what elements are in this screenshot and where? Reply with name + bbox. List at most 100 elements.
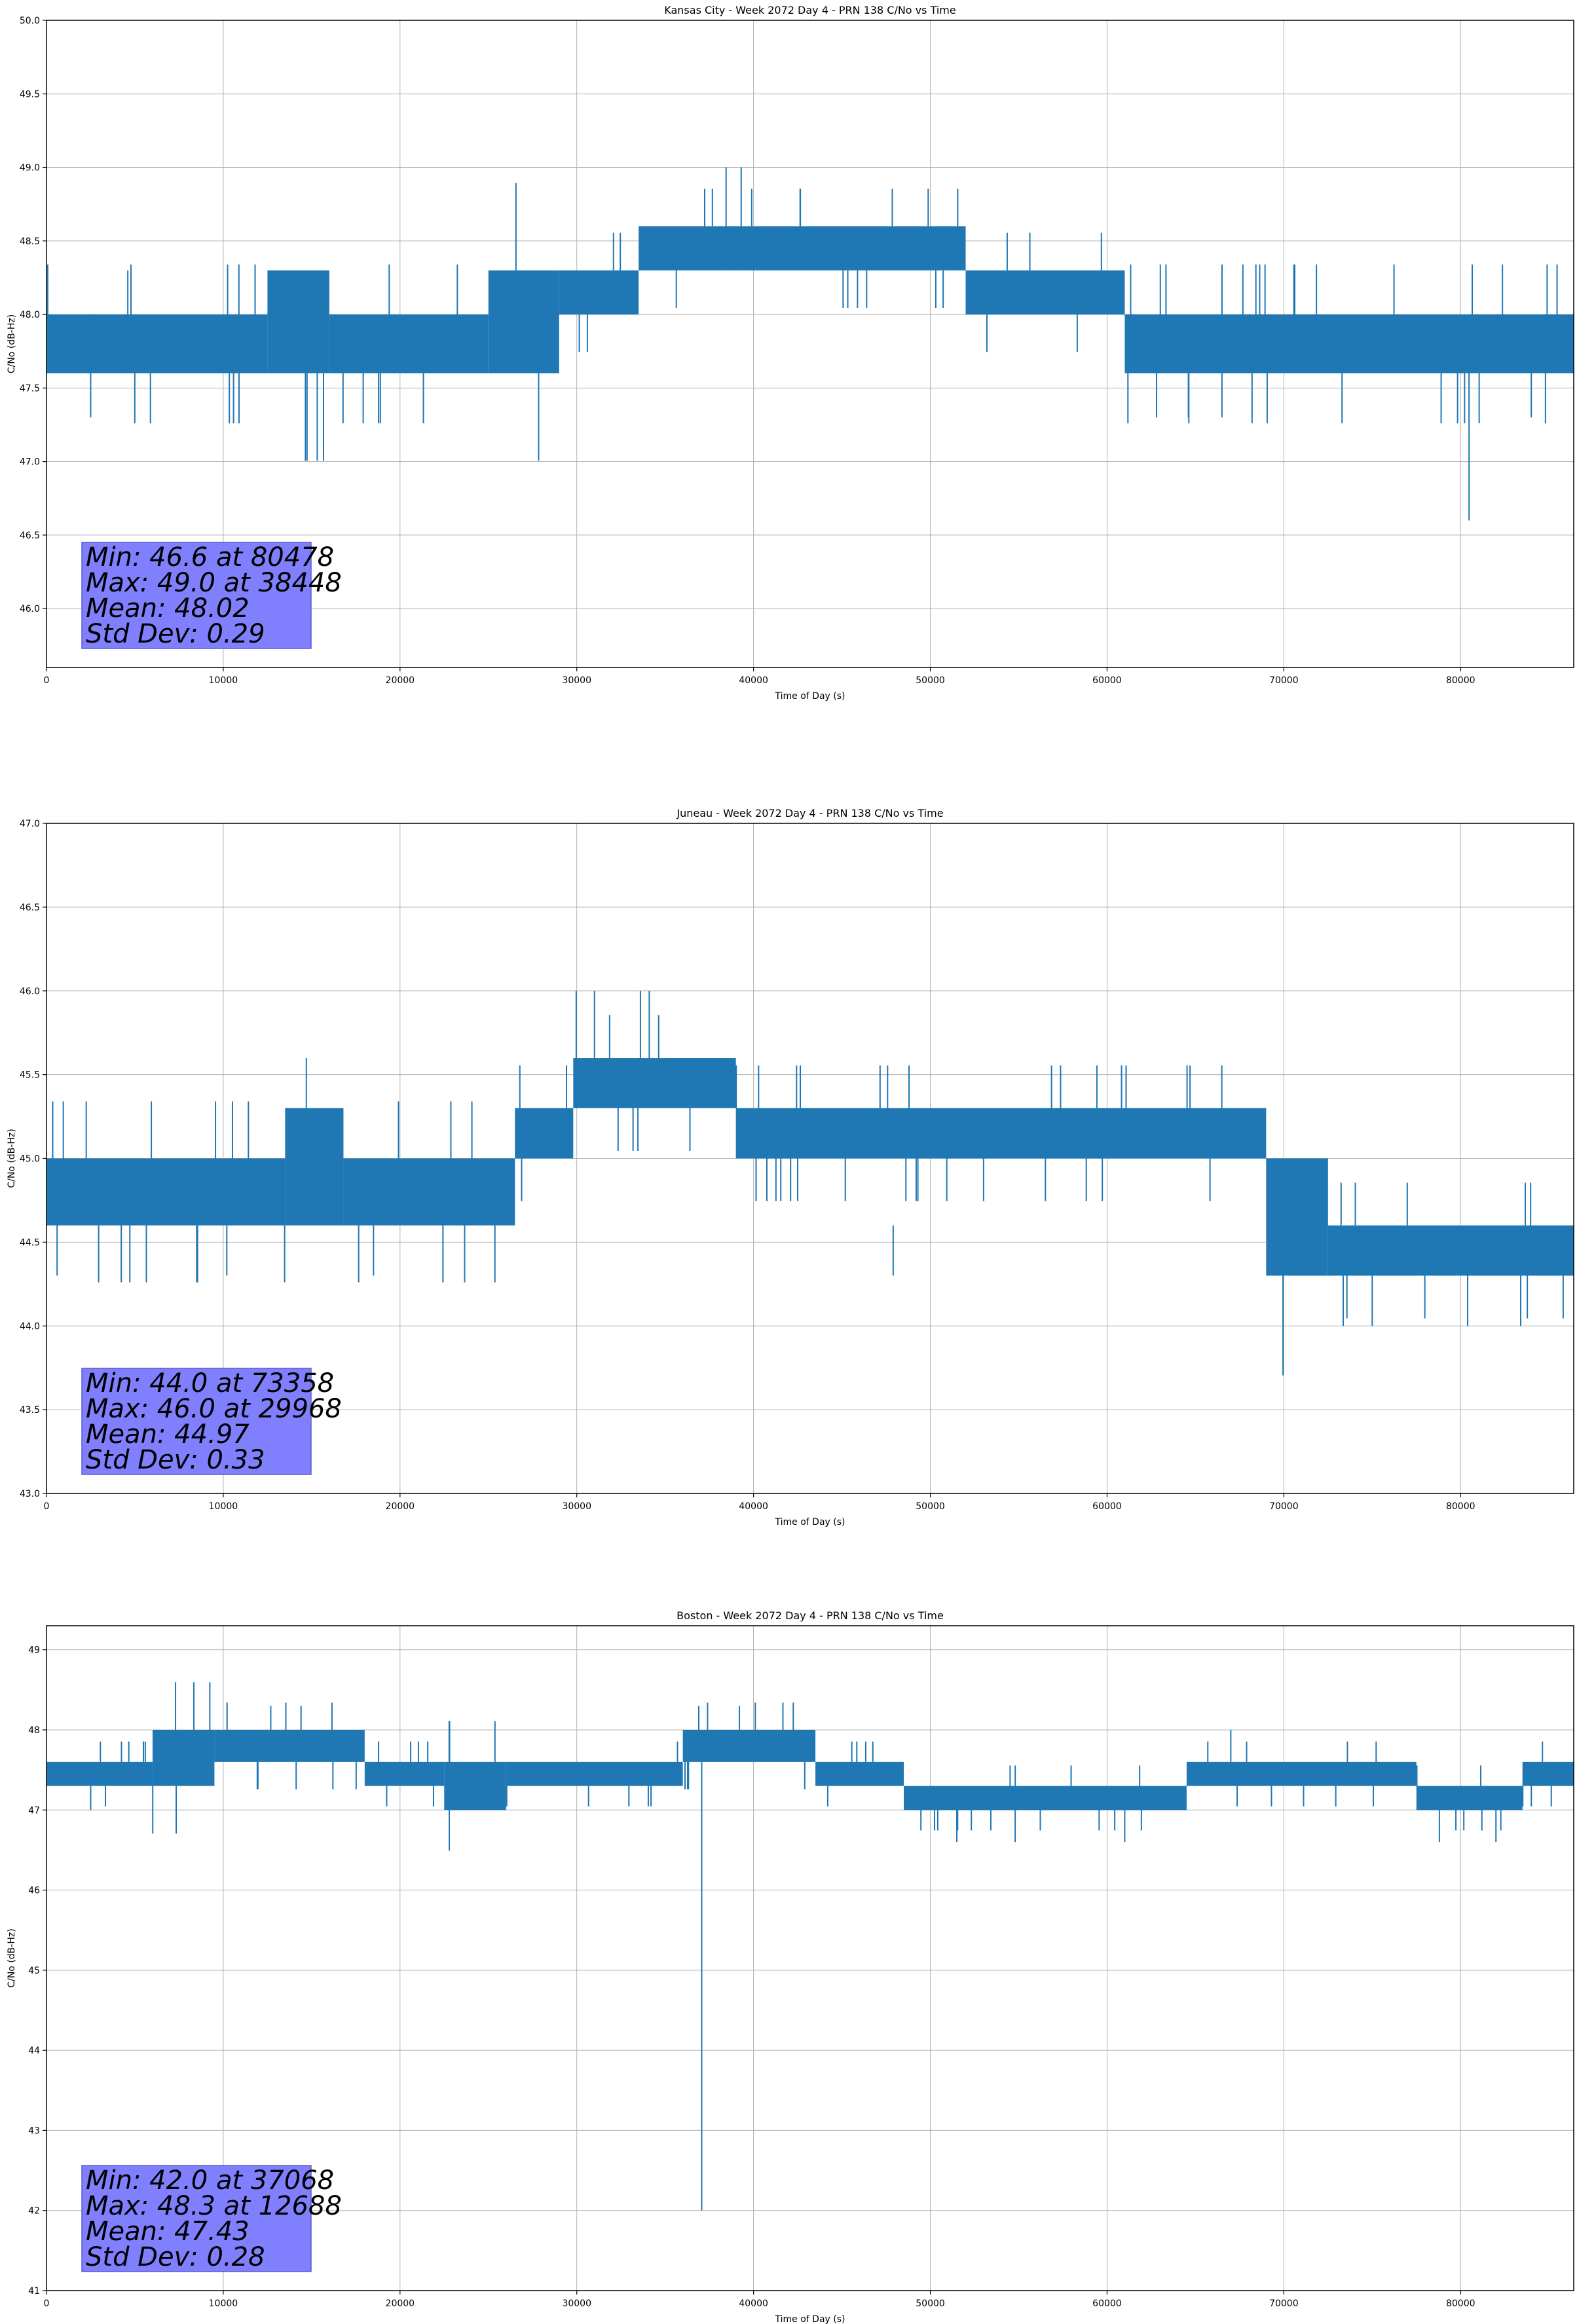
y-tick-label: 48.5 bbox=[20, 236, 40, 247]
data-band bbox=[1416, 1786, 1523, 1810]
y-tick-label: 44.0 bbox=[20, 1321, 40, 1332]
x-tick-label: 40000 bbox=[739, 2298, 768, 2309]
y-tick-label: 49.5 bbox=[20, 89, 40, 100]
chart-1: 0 10000 20000 30000 40000 50000 60000 70000 8000… bbox=[7, 4, 1574, 702]
y-tick-label: 44.5 bbox=[20, 1237, 40, 1248]
x-tick-label: 0 bbox=[44, 675, 50, 686]
y-tick-label: 43.5 bbox=[20, 1405, 40, 1415]
data-band bbox=[46, 1158, 286, 1226]
x-tick-label: 40000 bbox=[739, 1501, 768, 1512]
x-tick-label: 80000 bbox=[1446, 675, 1475, 686]
y-tick-label: 45.0 bbox=[20, 1154, 40, 1165]
y-tick-label: 45.5 bbox=[20, 1070, 40, 1081]
data-series bbox=[46, 990, 1574, 1376]
stats-min: Min: 46.6 at 80478 bbox=[86, 542, 334, 572]
stats-box-background bbox=[81, 2165, 312, 2272]
data-band bbox=[1186, 1761, 1417, 1786]
stats-max: Max: 49.0 at 38448 bbox=[86, 568, 342, 598]
x-tick-label: 10000 bbox=[209, 2298, 238, 2309]
x-axis-label: Time of Day (s) bbox=[775, 1517, 845, 1527]
x-axis-label: Time of Day (s) bbox=[775, 2314, 845, 2324]
x-tick-label: 50000 bbox=[916, 675, 945, 686]
y-tick-label: 45 bbox=[28, 1966, 40, 1976]
x-tick-label: 80000 bbox=[1446, 2298, 1475, 2309]
axes-frame bbox=[46, 20, 1574, 668]
data-band bbox=[364, 1761, 445, 1786]
x-tick-label: 80000 bbox=[1446, 1501, 1475, 1512]
x-tick-label: 10000 bbox=[209, 675, 238, 686]
chart-2: 0 10000 20000 30000 40000 50000 60000 70000 8000… bbox=[7, 807, 1574, 1527]
x-tick-label: 70000 bbox=[1269, 2298, 1299, 2309]
stats-std: Std Dev: 0.28 bbox=[86, 2242, 265, 2272]
x-tick-label: 40000 bbox=[739, 675, 768, 686]
stats-max: Max: 48.3 at 12688 bbox=[86, 2191, 342, 2221]
stats-min: Min: 44.0 at 73358 bbox=[86, 1368, 334, 1398]
data-band bbox=[152, 1729, 215, 1786]
data-band bbox=[444, 1761, 506, 1810]
x-tick-label: 60000 bbox=[1092, 675, 1122, 686]
x-tick-label: 60000 bbox=[1092, 2298, 1122, 2309]
y-tick-label: 47.0 bbox=[20, 819, 40, 829]
y-tick-label: 49.0 bbox=[20, 163, 40, 174]
y-axis-label: C/No (dB-Hz) bbox=[7, 314, 17, 373]
y-tick-label: 47.0 bbox=[20, 457, 40, 468]
data-band bbox=[267, 270, 329, 373]
y-tick-label: 46.0 bbox=[20, 604, 40, 614]
x-tick-label: 0 bbox=[44, 1501, 50, 1512]
stats-std: Std Dev: 0.33 bbox=[86, 1445, 265, 1475]
data-band bbox=[904, 1786, 1187, 1810]
data-band bbox=[488, 270, 559, 373]
data-band bbox=[515, 1108, 574, 1159]
stats-mean: Mean: 44.97 bbox=[86, 1419, 250, 1450]
x-tick-label: 60000 bbox=[1092, 1501, 1122, 1512]
x-tick-label: 20000 bbox=[386, 2298, 415, 2309]
data-band bbox=[214, 1729, 365, 1762]
y-tick-label: 47 bbox=[28, 1805, 40, 1816]
data-band bbox=[735, 1108, 1267, 1159]
y-tick-label: 46 bbox=[28, 1886, 40, 1896]
stats-std: Std Dev: 0.29 bbox=[86, 619, 265, 649]
data-band bbox=[329, 314, 489, 373]
y-tick-label: 46.5 bbox=[20, 903, 40, 913]
y-tick-label: 46.0 bbox=[20, 986, 40, 997]
y-axis-label: C/No (dB-Hz) bbox=[7, 1129, 17, 1188]
y-tick-label: 47.5 bbox=[20, 383, 40, 394]
x-tick-label: 10000 bbox=[209, 1501, 238, 1512]
y-tick-label: 48 bbox=[28, 1725, 40, 1736]
stats-max: Max: 46.0 at 29968 bbox=[86, 1394, 342, 1424]
y-tick-label: 43 bbox=[28, 2126, 40, 2136]
x-tick-label: 50000 bbox=[916, 1501, 945, 1512]
y-tick-label: 48.0 bbox=[20, 310, 40, 320]
data-band bbox=[965, 270, 1125, 315]
data-band bbox=[343, 1158, 515, 1226]
y-tick-label: 41 bbox=[28, 2286, 40, 2296]
x-tick-label: 70000 bbox=[1269, 675, 1299, 686]
x-axis-label: Time of Day (s) bbox=[775, 691, 845, 702]
y-tick-label: 50.0 bbox=[20, 16, 40, 26]
x-tick-label: 20000 bbox=[386, 1501, 415, 1512]
data-band bbox=[559, 270, 639, 315]
x-tick-label: 50000 bbox=[916, 2298, 945, 2309]
x-tick-label: 0 bbox=[44, 2298, 50, 2309]
data-band bbox=[46, 314, 268, 373]
data-band bbox=[1522, 1761, 1574, 1786]
axes-frame bbox=[46, 1625, 1574, 2291]
data-band bbox=[285, 1108, 344, 1226]
chart-title: Kansas City - Week 2072 Day 4 - PRN 138 … bbox=[664, 4, 955, 16]
stats-box-background bbox=[81, 542, 312, 649]
data-band bbox=[815, 1761, 904, 1786]
y-tick-label: 42 bbox=[28, 2206, 40, 2217]
chart-title: Juneau - Week 2072 Day 4 - PRN 138 C/No … bbox=[676, 807, 943, 819]
data-series bbox=[46, 167, 1574, 521]
stats-min: Min: 42.0 at 37068 bbox=[86, 2165, 334, 2196]
y-tick-label: 49 bbox=[28, 1645, 40, 1656]
data-series bbox=[46, 1682, 1574, 2211]
y-axis-label: C/No (dB-Hz) bbox=[7, 1928, 17, 1987]
stats-mean: Mean: 47.43 bbox=[86, 2217, 250, 2247]
data-band bbox=[1124, 314, 1574, 373]
x-tick-label: 20000 bbox=[386, 675, 415, 686]
